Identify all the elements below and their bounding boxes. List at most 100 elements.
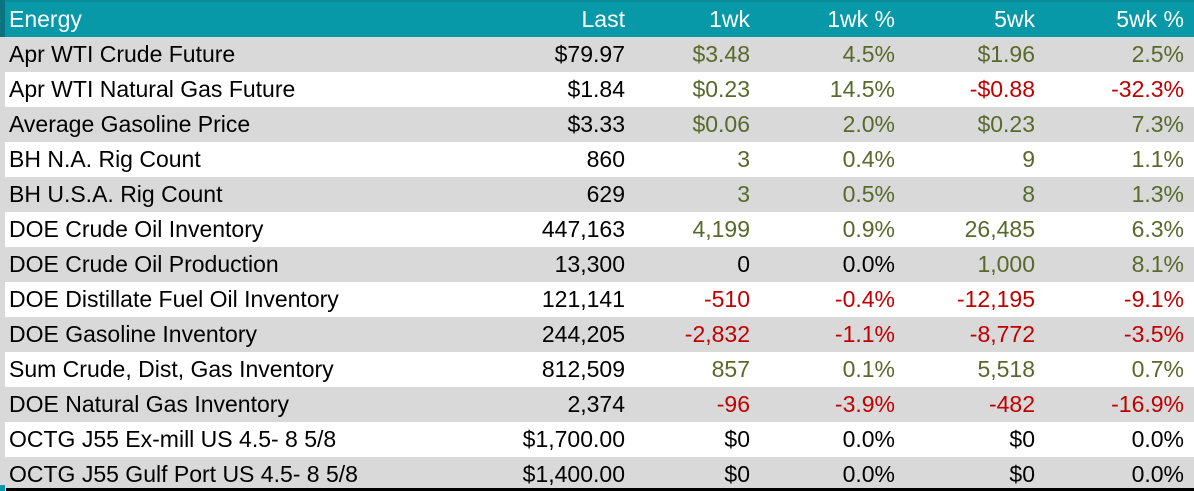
cell-1wk-pct[interactable]: 0.0% [760, 422, 905, 457]
cell-1wk[interactable]: $0.06 [635, 107, 760, 142]
cell-5wk-pct[interactable]: 0.7% [1045, 352, 1194, 387]
column-header-5wk[interactable]: 5wk [905, 0, 1045, 37]
cell-1wk[interactable]: 3 [635, 142, 760, 177]
row-label[interactable]: DOE Gasoline Inventory [0, 317, 506, 352]
cell-1wk-pct[interactable]: 0.0% [760, 247, 905, 282]
cell-last[interactable]: 629 [506, 177, 635, 212]
column-header-5wk-pct[interactable]: 5wk % [1045, 0, 1194, 37]
column-header-1wk-pct[interactable]: 1wk % [760, 0, 905, 37]
cell-1wk-pct[interactable]: 0.4% [760, 142, 905, 177]
cell-5wk[interactable]: 26,485 [905, 212, 1045, 247]
table-bottom-border [6, 488, 1194, 491]
cell-5wk-pct[interactable]: 7.3% [1045, 107, 1194, 142]
table-row: DOE Gasoline Inventory 244,205 -2,832 -1.1%… [0, 317, 1194, 352]
cell-1wk-pct[interactable]: -1.1% [760, 317, 905, 352]
cell-1wk[interactable]: $0.23 [635, 72, 760, 107]
cell-last[interactable]: $1,700.00 [506, 422, 635, 457]
cell-last[interactable]: $79.97 [506, 37, 635, 72]
cell-5wk[interactable]: 1,000 [905, 247, 1045, 282]
cell-last[interactable]: 13,300 [506, 247, 635, 282]
cell-5wk[interactable]: $1.96 [905, 37, 1045, 72]
row-label[interactable]: BH U.S.A. Rig Count [0, 177, 506, 212]
table-row: DOE Distillate Fuel Oil Inventory 121,141… [0, 282, 1194, 317]
cell-1wk[interactable]: 0 [635, 247, 760, 282]
column-header-last[interactable]: Last [506, 0, 635, 37]
row-label[interactable]: DOE Crude Oil Inventory [0, 212, 506, 247]
cell-1wk-pct[interactable]: -3.9% [760, 387, 905, 422]
cell-1wk-pct[interactable]: 14.5% [760, 72, 905, 107]
cell-5wk-pct[interactable]: -9.1% [1045, 282, 1194, 317]
row-label[interactable]: Sum Crude, Dist, Gas Inventory [0, 352, 506, 387]
row-label[interactable]: DOE Crude Oil Production [0, 247, 506, 282]
cell-5wk[interactable]: $0 [905, 457, 1045, 491]
cell-5wk-pct[interactable]: 0.0% [1045, 422, 1194, 457]
table-row: Apr WTI Crude Future $79.97 $3.48 4.5% $1.96… [0, 37, 1194, 72]
row-label[interactable]: OCTG J55 Ex-mill US 4.5- 8 5/8 [0, 422, 506, 457]
cell-5wk-pct[interactable]: -3.5% [1045, 317, 1194, 352]
cell-5wk[interactable]: -$0.88 [905, 72, 1045, 107]
row-label[interactable]: BH N.A. Rig Count [0, 142, 506, 177]
cell-last[interactable]: 244,205 [506, 317, 635, 352]
table-row: Apr WTI Natural Gas Future $1.84 $0.23 14.5… [0, 72, 1194, 107]
cell-5wk[interactable]: 9 [905, 142, 1045, 177]
table-row: DOE Crude Oil Production 13,300 0 0.0% 1,000… [0, 247, 1194, 282]
cell-5wk[interactable]: 5,518 [905, 352, 1045, 387]
cell-5wk-pct[interactable]: 6.3% [1045, 212, 1194, 247]
cell-1wk[interactable]: -96 [635, 387, 760, 422]
cell-5wk-pct[interactable]: -16.9% [1045, 387, 1194, 422]
cell-5wk[interactable]: $0.23 [905, 107, 1045, 142]
cell-5wk[interactable]: $0 [905, 422, 1045, 457]
cell-last[interactable]: 447,163 [506, 212, 635, 247]
cell-1wk[interactable]: $0 [635, 422, 760, 457]
cell-last[interactable]: $1,400.00 [506, 457, 635, 491]
cell-5wk[interactable]: -482 [905, 387, 1045, 422]
row-label[interactable]: Average Gasoline Price [0, 107, 506, 142]
table-row: OCTG J55 Ex-mill US 4.5- 8 5/8 $1,700.00 $… [0, 422, 1194, 457]
cell-5wk-pct[interactable]: 2.5% [1045, 37, 1194, 72]
row-label[interactable]: Apr WTI Natural Gas Future [0, 72, 506, 107]
cell-1wk-pct[interactable]: 0.0% [760, 457, 905, 491]
cell-5wk-pct[interactable]: 8.1% [1045, 247, 1194, 282]
cell-last[interactable]: 812,509 [506, 352, 635, 387]
cell-1wk[interactable]: -2,832 [635, 317, 760, 352]
cell-5wk-pct[interactable]: 1.3% [1045, 177, 1194, 212]
table-row: OCTG J55 Gulf Port US 4.5- 8 5/8 $1,400.0… [0, 457, 1194, 491]
row-label[interactable]: OCTG J55 Gulf Port US 4.5- 8 5/8 [0, 457, 506, 491]
row-label[interactable]: Apr WTI Crude Future [0, 37, 506, 72]
cell-1wk[interactable]: $0 [635, 457, 760, 491]
cell-5wk[interactable]: 8 [905, 177, 1045, 212]
cell-last[interactable]: 860 [506, 142, 635, 177]
column-header-energy[interactable]: Energy [0, 0, 506, 37]
cell-1wk-pct[interactable]: 2.0% [760, 107, 905, 142]
column-header-1wk[interactable]: 1wk [635, 0, 760, 37]
cell-last[interactable]: 2,374 [506, 387, 635, 422]
cell-5wk-pct[interactable]: 0.0% [1045, 457, 1194, 491]
row-label[interactable]: DOE Distillate Fuel Oil Inventory [0, 282, 506, 317]
cell-1wk-pct[interactable]: 0.1% [760, 352, 905, 387]
cell-1wk-pct[interactable]: 4.5% [760, 37, 905, 72]
cell-last[interactable]: $1.84 [506, 72, 635, 107]
table-row: DOE Natural Gas Inventory 2,374 -96 -3.9% -4… [0, 387, 1194, 422]
cell-1wk[interactable]: 4,199 [635, 212, 760, 247]
energy-table-body: Apr WTI Crude Future $79.97 $3.48 4.5% $1.96… [0, 37, 1194, 491]
cell-1wk[interactable]: 857 [635, 352, 760, 387]
table-row: BH N.A. Rig Count 860 3 0.4% 9 1.1% [0, 142, 1194, 177]
cell-1wk-pct[interactable]: -0.4% [760, 282, 905, 317]
cell-1wk-pct[interactable]: 0.9% [760, 212, 905, 247]
cell-1wk[interactable]: 3 [635, 177, 760, 212]
cell-5wk-pct[interactable]: -32.3% [1045, 72, 1194, 107]
cell-1wk-pct[interactable]: 0.5% [760, 177, 905, 212]
cell-5wk[interactable]: -8,772 [905, 317, 1045, 352]
cell-1wk[interactable]: $3.48 [635, 37, 760, 72]
table-row: BH U.S.A. Rig Count 629 3 0.5% 8 1.3% [0, 177, 1194, 212]
cell-last[interactable]: 121,141 [506, 282, 635, 317]
cell-5wk[interactable]: -12,195 [905, 282, 1045, 317]
cell-last[interactable]: $3.33 [506, 107, 635, 142]
row-label[interactable]: DOE Natural Gas Inventory [0, 387, 506, 422]
table-row: Average Gasoline Price $3.33 $0.06 2.0% $0.2… [0, 107, 1194, 142]
table-row: Sum Crude, Dist, Gas Inventory 812,509 857… [0, 352, 1194, 387]
cell-5wk-pct[interactable]: 1.1% [1045, 142, 1194, 177]
cell-1wk[interactable]: -510 [635, 282, 760, 317]
